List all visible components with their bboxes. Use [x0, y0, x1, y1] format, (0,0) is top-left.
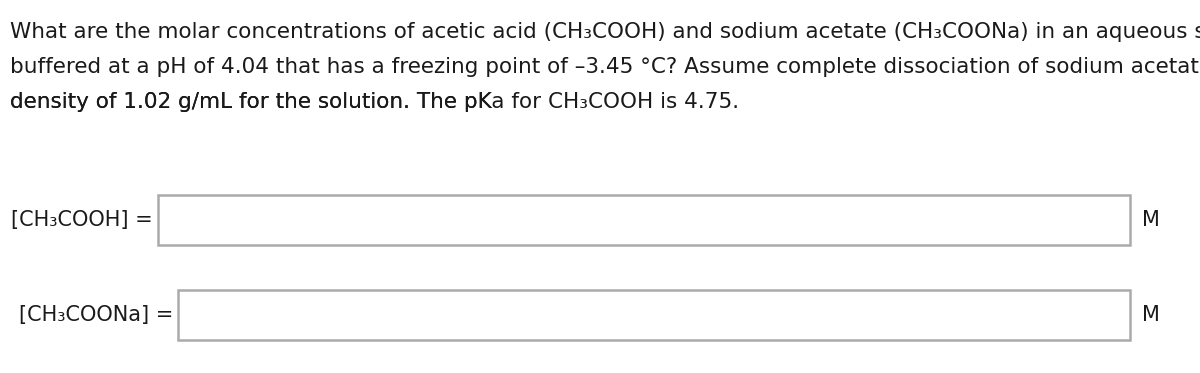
Text: M: M	[1142, 305, 1160, 325]
Text: [CH₃COONa] =: [CH₃COONa] =	[19, 305, 173, 325]
Text: M: M	[1142, 210, 1160, 230]
FancyBboxPatch shape	[178, 290, 1130, 340]
Text: density of 1.02 g/mL for the solution. The pKa for CH₃COOH is 4.75.: density of 1.02 g/mL for the solution. T…	[10, 92, 739, 112]
FancyBboxPatch shape	[158, 195, 1130, 245]
Text: [CH₃COOH] =: [CH₃COOH] =	[11, 210, 154, 230]
Text: buffered at a pH of 4.04 that has a freezing point of –3.45 °C? Assume complete : buffered at a pH of 4.04 that has a free…	[10, 57, 1200, 77]
Text: What are the molar concentrations of acetic acid (CH₃COOH) and sodium acetate (C: What are the molar concentrations of ace…	[10, 22, 1200, 42]
Text: density of 1.02 g/mL for the solution. The pK: density of 1.02 g/mL for the solution. T…	[10, 92, 492, 112]
